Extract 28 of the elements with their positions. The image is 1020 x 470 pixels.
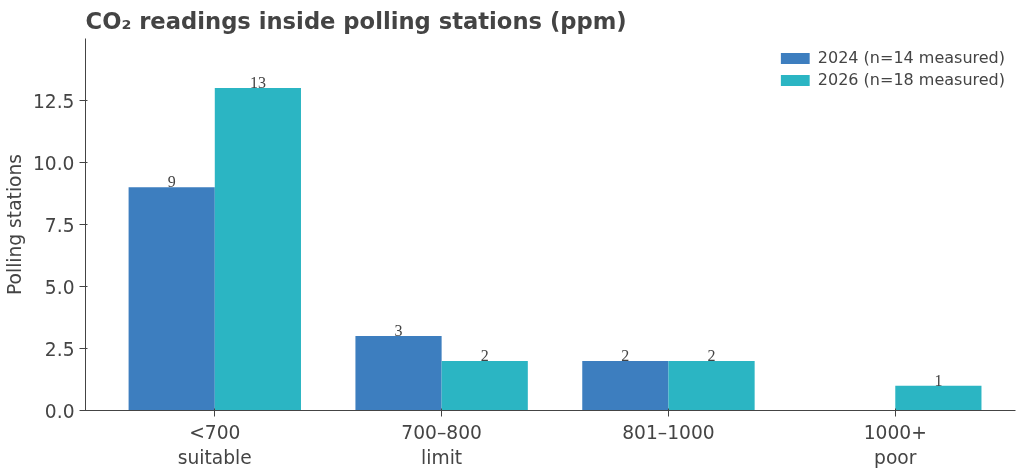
y-tick-label: 12.5 — [32, 90, 75, 112]
y-axis-title: Polling stations — [3, 153, 25, 296]
bar — [128, 187, 215, 411]
data-label: 2 — [480, 346, 489, 364]
bar — [355, 336, 442, 411]
legend-label: 2026 (n=18 measured) — [817, 70, 1005, 89]
bar — [214, 88, 301, 411]
data-label: 1 — [934, 371, 943, 389]
data-label: 9 — [167, 173, 176, 191]
y-tick-label: 10.0 — [32, 152, 75, 174]
x-tick-label: 801–1000 — [622, 421, 715, 443]
y-tick-label: 5.0 — [44, 276, 75, 298]
bar — [895, 385, 982, 411]
legend-label: 2024 (n=14 measured) — [817, 48, 1005, 67]
data-label: 3 — [394, 322, 403, 340]
bar — [582, 360, 669, 411]
x-tick-label: 1000+ poor — [863, 421, 927, 468]
chart-title: CO₂ readings inside polling stations (ppm) — [85, 7, 627, 34]
bar — [668, 360, 755, 411]
y-tick-label: 0.0 — [44, 400, 75, 422]
x-tick-label: <700 suitable — [177, 421, 252, 468]
y-tick-label: 2.5 — [44, 338, 75, 360]
data-label: 2 — [621, 346, 630, 364]
data-label: 2 — [707, 346, 716, 364]
bar — [441, 360, 528, 411]
data-label: 13 — [249, 74, 266, 92]
x-tick-label: 700–800 limit — [401, 421, 482, 468]
y-tick-label: 7.5 — [44, 214, 75, 236]
